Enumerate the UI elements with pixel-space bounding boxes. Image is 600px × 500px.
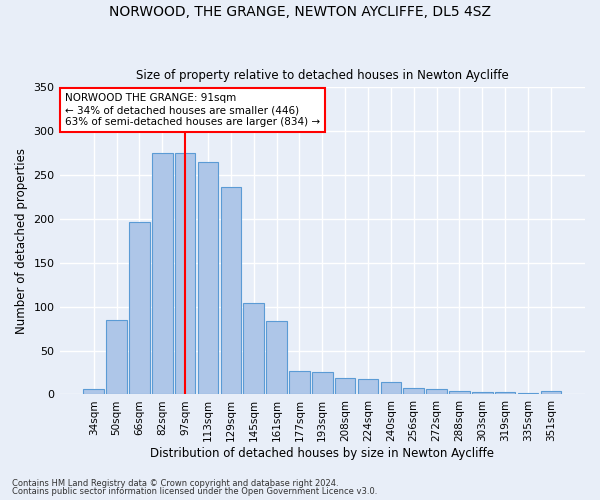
Bar — [518, 392, 538, 394]
Bar — [244, 303, 264, 394]
Y-axis label: Number of detached properties: Number of detached properties — [15, 148, 28, 334]
Bar — [152, 153, 173, 394]
Bar — [541, 391, 561, 394]
Bar — [403, 388, 424, 394]
Bar — [129, 222, 150, 394]
Bar — [106, 320, 127, 394]
Bar — [495, 392, 515, 394]
X-axis label: Distribution of detached houses by size in Newton Aycliffe: Distribution of detached houses by size … — [150, 447, 494, 460]
Text: NORWOOD, THE GRANGE, NEWTON AYCLIFFE, DL5 4SZ: NORWOOD, THE GRANGE, NEWTON AYCLIFFE, DL… — [109, 5, 491, 19]
Bar — [221, 188, 241, 394]
Bar — [289, 371, 310, 394]
Bar — [335, 378, 355, 394]
Bar — [312, 372, 332, 394]
Bar — [198, 162, 218, 394]
Bar — [426, 389, 447, 394]
Bar — [175, 153, 196, 394]
Text: Contains public sector information licensed under the Open Government Licence v3: Contains public sector information licen… — [12, 488, 377, 496]
Text: NORWOOD THE GRANGE: 91sqm
← 34% of detached houses are smaller (446)
63% of semi: NORWOOD THE GRANGE: 91sqm ← 34% of detac… — [65, 94, 320, 126]
Title: Size of property relative to detached houses in Newton Aycliffe: Size of property relative to detached ho… — [136, 69, 509, 82]
Bar — [358, 378, 378, 394]
Bar — [380, 382, 401, 394]
Bar — [266, 320, 287, 394]
Bar — [472, 392, 493, 394]
Bar — [449, 391, 470, 394]
Bar — [83, 389, 104, 394]
Text: Contains HM Land Registry data © Crown copyright and database right 2024.: Contains HM Land Registry data © Crown c… — [12, 478, 338, 488]
